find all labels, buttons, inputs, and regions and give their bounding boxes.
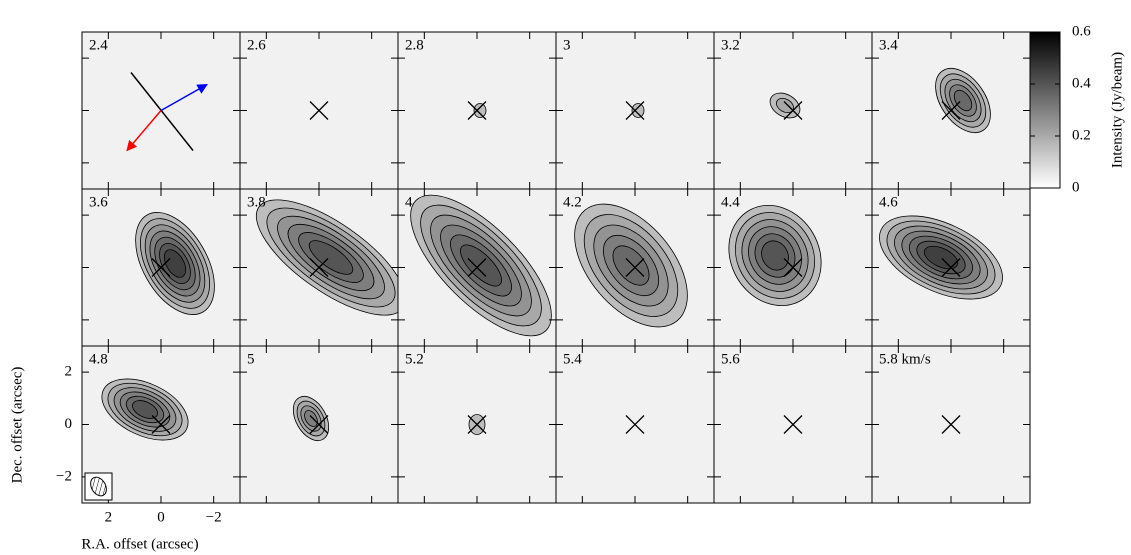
channel-label: 5.6 [721, 351, 740, 367]
source-cross [941, 415, 961, 434]
channel-label: 3.4 [879, 37, 898, 53]
source-cross [309, 258, 329, 277]
colorbar-label: Intensity (Jy/beam) [1109, 52, 1125, 168]
channel-label: 2.4 [89, 37, 108, 53]
y-tick-label: 2 [65, 364, 73, 380]
channel-label: 3.2 [721, 37, 740, 53]
emission-contour [460, 244, 502, 287]
y-tick-label: 0 [65, 416, 73, 432]
x-axis-label: R.A. offset (arcsec) [81, 536, 198, 552]
outflow-axis [130, 72, 194, 151]
emission-contour [308, 240, 354, 275]
source-cross [151, 258, 171, 277]
source-cross [151, 415, 171, 434]
source-cross [783, 415, 803, 434]
colorbar [1029, 31, 1061, 189]
channel-label: 3.8 [247, 194, 266, 210]
x-tick-label: 2 [105, 509, 113, 525]
source-cross [467, 415, 487, 434]
source-cross [309, 415, 329, 434]
emission-contour [132, 400, 158, 419]
source-cross [625, 101, 645, 120]
source-cross [783, 258, 803, 277]
channel-label: 5.8 km/s [879, 351, 931, 367]
colorbar-tick-label: 0.2 [1072, 127, 1091, 143]
emission-contour [631, 103, 645, 118]
x-tick-label: 0 [157, 509, 165, 525]
source-cross [625, 258, 645, 277]
channel-label: 4 [405, 194, 413, 210]
beam [90, 476, 107, 497]
y-axis-label: Dec. offset (arcsec) [9, 367, 25, 484]
channel-label: 4.8 [89, 351, 108, 367]
source-cross [467, 101, 487, 120]
channel-label: 5 [247, 351, 255, 367]
source-cross [309, 101, 329, 120]
channel-label: 4.4 [721, 194, 740, 210]
source-cross [783, 101, 803, 120]
channel-label: 3.6 [89, 194, 108, 210]
colorbar-tick-label: 0.6 [1072, 23, 1091, 39]
emission-contour [304, 410, 318, 427]
emission-contour [473, 103, 487, 118]
channel-label: 2.8 [405, 37, 424, 53]
emission-contour [923, 245, 959, 270]
emission-contour [761, 240, 789, 271]
source-cross [467, 258, 487, 277]
y-tick-label: −2 [56, 468, 72, 484]
emission-contour [163, 249, 187, 278]
red-lobe [126, 110, 162, 152]
source-cross [941, 258, 961, 277]
blue-lobe [160, 83, 208, 112]
channel-label: 5.2 [405, 351, 424, 367]
colorbar-tick-label: 0.4 [1072, 75, 1091, 91]
x-tick-label: −2 [206, 509, 222, 525]
channel-label: 3 [563, 37, 571, 53]
source-cross [625, 415, 645, 434]
channel-label: 2.6 [247, 37, 266, 53]
channel-label: 4.6 [879, 194, 898, 210]
channel-label: 5.4 [563, 351, 582, 367]
colorbar-tick-label: 0 [1072, 179, 1080, 195]
source-cross [941, 101, 961, 120]
channel-label: 4.2 [563, 194, 582, 210]
emission-contour [612, 245, 650, 286]
